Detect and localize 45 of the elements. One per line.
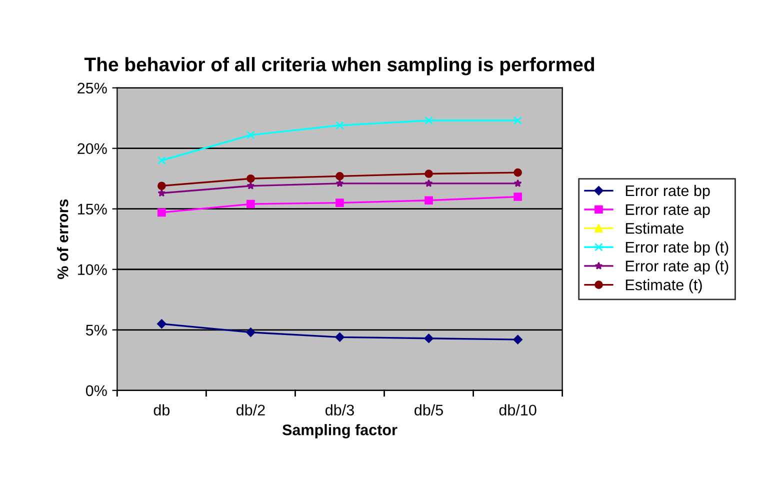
- point: [246, 174, 255, 183]
- point: [246, 130, 255, 140]
- point: [246, 200, 255, 208]
- point: [157, 319, 166, 328]
- point: [335, 332, 344, 342]
- chart-title: The behavior of all criteria when sampling is performed: [84, 57, 594, 76]
- point: [514, 116, 522, 125]
- point: [336, 198, 344, 207]
- point: [336, 179, 344, 187]
- x-axis-title: Sampling factor: [282, 424, 398, 438]
- point: [158, 156, 166, 165]
- y-tick-label: 25%: [78, 82, 107, 94]
- x-tick-label: db/10: [499, 404, 536, 416]
- point: [514, 192, 522, 201]
- legend-label: Estimate (t): [626, 279, 702, 294]
- legend-label: Error rate bp (t): [626, 241, 728, 256]
- legend-label: Error rate ap: [626, 204, 710, 218]
- y-tick-label: 10%: [78, 264, 107, 276]
- y-tick-label: 0%: [86, 385, 107, 396]
- y-tick-label: 15%: [78, 204, 107, 215]
- x-tick-label: db/5: [414, 404, 443, 416]
- x-tick-label: db/3: [326, 404, 354, 416]
- point: [424, 116, 433, 125]
- point: [424, 196, 433, 205]
- x-tick-label: db: [154, 404, 170, 416]
- y-axis-title: % of errors: [57, 199, 68, 280]
- point: [158, 188, 166, 197]
- point: [424, 170, 433, 178]
- point: [158, 208, 166, 217]
- point: [513, 334, 522, 344]
- point: [424, 179, 433, 187]
- point: [246, 328, 256, 337]
- x-tick-label: db/2: [236, 404, 265, 416]
- point: [336, 121, 344, 130]
- point: [424, 334, 434, 343]
- point: [514, 179, 522, 187]
- legend-label: Estimate: [626, 222, 684, 234]
- legend-label: Error rate ap (t): [626, 260, 728, 274]
- point: [158, 182, 166, 190]
- point: [514, 168, 522, 177]
- point: [246, 182, 255, 190]
- y-tick-label: 5%: [86, 324, 107, 336]
- y-tick-label: 20%: [78, 143, 107, 154]
- legend-label: Error rate bp: [626, 184, 710, 200]
- point: [336, 172, 344, 180]
